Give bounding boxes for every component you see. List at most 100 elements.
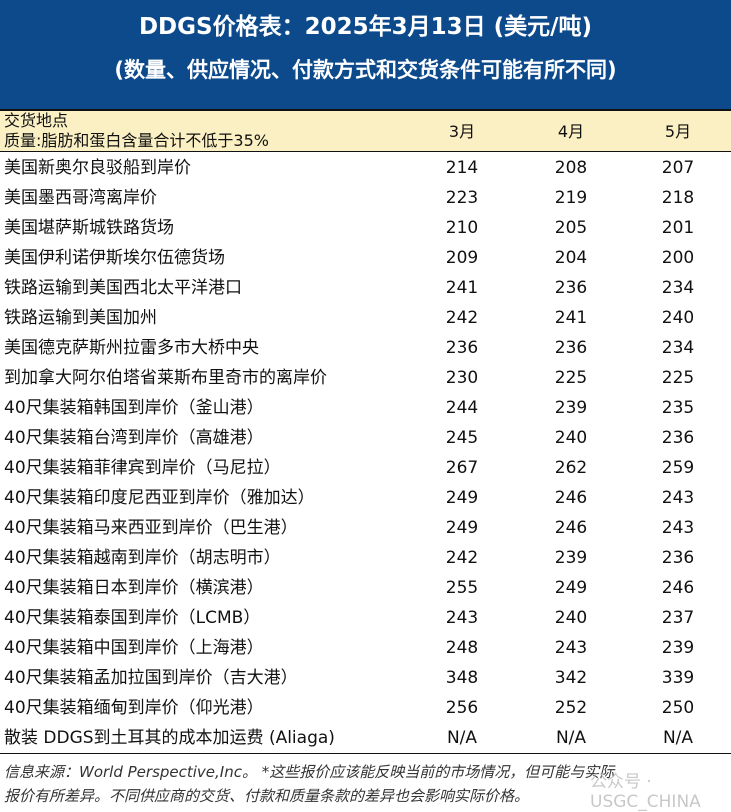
- price-cell: 259: [661, 458, 695, 478]
- row-label: 40尺集装箱日本到岸价（横滨港）: [4, 578, 264, 598]
- price-cell: 208: [554, 158, 588, 178]
- price-cell: 243: [661, 518, 695, 538]
- month-header: 3月: [448, 122, 476, 141]
- table-row: 40尺集装箱中国到岸价（上海港） 248 243 239: [0, 633, 731, 663]
- price-cell: 241: [445, 278, 479, 298]
- price-cell: N/A: [662, 728, 694, 748]
- price-cell: 342: [554, 668, 588, 688]
- watermark: 公众号 · USGC_CHINA: [590, 772, 701, 812]
- table-row: 铁路运输到美国加州 242 241 240: [0, 303, 731, 333]
- row-label: 40尺集装箱韩国到岸价（釜山港）: [4, 398, 264, 418]
- quality-header: 质量:脂肪和蛋白含量合计不低于35%: [4, 131, 269, 150]
- price-cell: 255: [445, 578, 479, 598]
- column-header: 交货地点 质量:脂肪和蛋白含量合计不低于35% 3月 4月 5月: [0, 111, 731, 152]
- price-cell: 201: [661, 218, 695, 238]
- table-row: 美国伊利诺伊斯埃尔伍德货场 209 204 200: [0, 243, 731, 273]
- page-subtitle: (数量、供应情况、付款方式和交货条件可能有所不同): [114, 58, 617, 82]
- price-cell: 200: [661, 248, 695, 268]
- price-cell: N/A: [555, 728, 587, 748]
- table-row: 40尺集装箱台湾到岸价（高雄港） 245 240 236: [0, 423, 731, 453]
- price-cell: 243: [445, 608, 479, 628]
- price-cell: 214: [445, 158, 479, 178]
- table-row: 40尺集装箱越南到岸价（胡志明市） 242 239 236: [0, 543, 731, 573]
- price-cell: 210: [445, 218, 479, 238]
- price-cell: 246: [554, 518, 588, 538]
- price-cell: 239: [554, 398, 588, 418]
- price-cell: 267: [445, 458, 479, 478]
- row-label: 40尺集装箱孟加拉国到岸价（吉大港）: [4, 668, 298, 688]
- table-row: 散装 DDGS到土耳其的成本加运费 (Aliaga) N/A N/A N/A: [0, 723, 731, 753]
- price-cell: 243: [661, 488, 695, 508]
- row-label: 40尺集装箱缅甸到岸价（仰光港）: [4, 698, 264, 718]
- price-cell: 250: [661, 698, 695, 718]
- price-cell: 249: [445, 488, 479, 508]
- price-cell: 242: [445, 548, 479, 568]
- row-label: 40尺集装箱菲律宾到岸价（马尼拉）: [4, 458, 281, 478]
- price-cell: 242: [445, 308, 479, 328]
- price-cell: 237: [661, 608, 695, 628]
- price-cell: 207: [661, 158, 695, 178]
- price-cell: 234: [661, 338, 695, 358]
- price-cell: 262: [554, 458, 588, 478]
- price-table-body: 美国新奥尔良驳船到岸价 214 208 207 美国墨西哥湾离岸价 223 219 218 美国…: [0, 152, 731, 754]
- row-label: 40尺集装箱马来西亚到岸价（巴生港）: [4, 518, 298, 538]
- price-cell: 236: [554, 338, 588, 358]
- price-cell: 256: [445, 698, 479, 718]
- table-row: 美国堪萨斯城铁路货场 210 205 201: [0, 213, 731, 243]
- table-row: 40尺集装箱泰国到岸价（LCMB） 243 240 237: [0, 603, 731, 633]
- price-cell: 205: [554, 218, 588, 238]
- price-cell: N/A: [446, 728, 478, 748]
- price-cell: 246: [661, 578, 695, 598]
- price-cell: 223: [445, 188, 479, 208]
- table-row: 40尺集装箱缅甸到岸价（仰光港） 256 252 250: [0, 693, 731, 723]
- month-header: 5月: [664, 122, 692, 141]
- table-row: 40尺集装箱日本到岸价（横滨港） 255 249 246: [0, 573, 731, 603]
- price-cell: 245: [445, 428, 479, 448]
- table-row: 美国墨西哥湾离岸价 223 219 218: [0, 183, 731, 213]
- row-label: 散装 DDGS到土耳其的成本加运费 (Aliaga): [4, 728, 335, 748]
- row-label: 铁路运输到美国西北太平洋港口: [4, 278, 242, 298]
- price-cell: 348: [445, 668, 479, 688]
- price-cell: 236: [554, 278, 588, 298]
- footer-line: 信息来源：World Perspective,Inc。 *这些报价应该能反映当前…: [4, 763, 615, 781]
- price-cell: 230: [445, 368, 479, 388]
- price-cell: 225: [554, 368, 588, 388]
- table-row: 美国德克萨斯州拉雷多市大桥中央 236 236 234: [0, 333, 731, 363]
- table-row: 40尺集装箱马来西亚到岸价（巴生港） 249 246 243: [0, 513, 731, 543]
- price-cell: 209: [445, 248, 479, 268]
- price-cell: 248: [445, 638, 479, 658]
- table-row: 40尺集装箱孟加拉国到岸价（吉大港） 348 342 339: [0, 663, 731, 693]
- price-cell: 218: [661, 188, 695, 208]
- table-row: 40尺集装箱菲律宾到岸价（马尼拉） 267 262 259: [0, 453, 731, 483]
- price-cell: 240: [661, 308, 695, 328]
- row-label: 40尺集装箱台湾到岸价（高雄港）: [4, 428, 264, 448]
- row-label: 40尺集装箱中国到岸价（上海港）: [4, 638, 264, 658]
- row-label: 40尺集装箱越南到岸价（胡志明市）: [4, 548, 281, 568]
- table-row: 到加拿大阿尔伯塔省莱斯布里奇市的离岸价 230 225 225: [0, 363, 731, 393]
- price-cell: 235: [661, 398, 695, 418]
- row-label: 美国墨西哥湾离岸价: [4, 188, 157, 208]
- price-cell: 239: [554, 548, 588, 568]
- price-cell: 219: [554, 188, 588, 208]
- price-cell: 249: [554, 578, 588, 598]
- row-label: 铁路运输到美国加州: [4, 308, 157, 328]
- page-title: DDGS价格表：2025年3月13日 (美元/吨): [138, 14, 593, 40]
- price-cell: 225: [661, 368, 695, 388]
- row-label: 40尺集装箱印度尼西亚到岸价（雅加达）: [4, 488, 315, 508]
- price-cell: 204: [554, 248, 588, 268]
- price-cell: 234: [661, 278, 695, 298]
- price-cell: 244: [445, 398, 479, 418]
- price-cell: 249: [445, 518, 479, 538]
- row-label: 美国堪萨斯城铁路货场: [4, 218, 174, 238]
- footer-line: 报价有所差异。不同供应商的交货、付款和质量条款的差异也会影响实际价格。: [4, 787, 530, 805]
- table-row: 美国新奥尔良驳船到岸价 214 208 207: [0, 153, 731, 183]
- price-cell: 236: [661, 428, 695, 448]
- title-banner: DDGS价格表：2025年3月13日 (美元/吨) (数量、供应情况、付款方式和…: [0, 0, 731, 111]
- table-row: 铁路运输到美国西北太平洋港口 241 236 234: [0, 273, 731, 303]
- price-cell: 240: [554, 608, 588, 628]
- footer-note: 信息来源：World Perspective,Inc。 *这些报价应该能反映当前…: [0, 754, 731, 808]
- row-label: 到加拿大阿尔伯塔省莱斯布里奇市的离岸价: [4, 368, 327, 388]
- row-label: 美国德克萨斯州拉雷多市大桥中央: [4, 338, 259, 358]
- month-header: 4月: [557, 122, 585, 141]
- row-label: 美国新奥尔良驳船到岸价: [4, 158, 191, 178]
